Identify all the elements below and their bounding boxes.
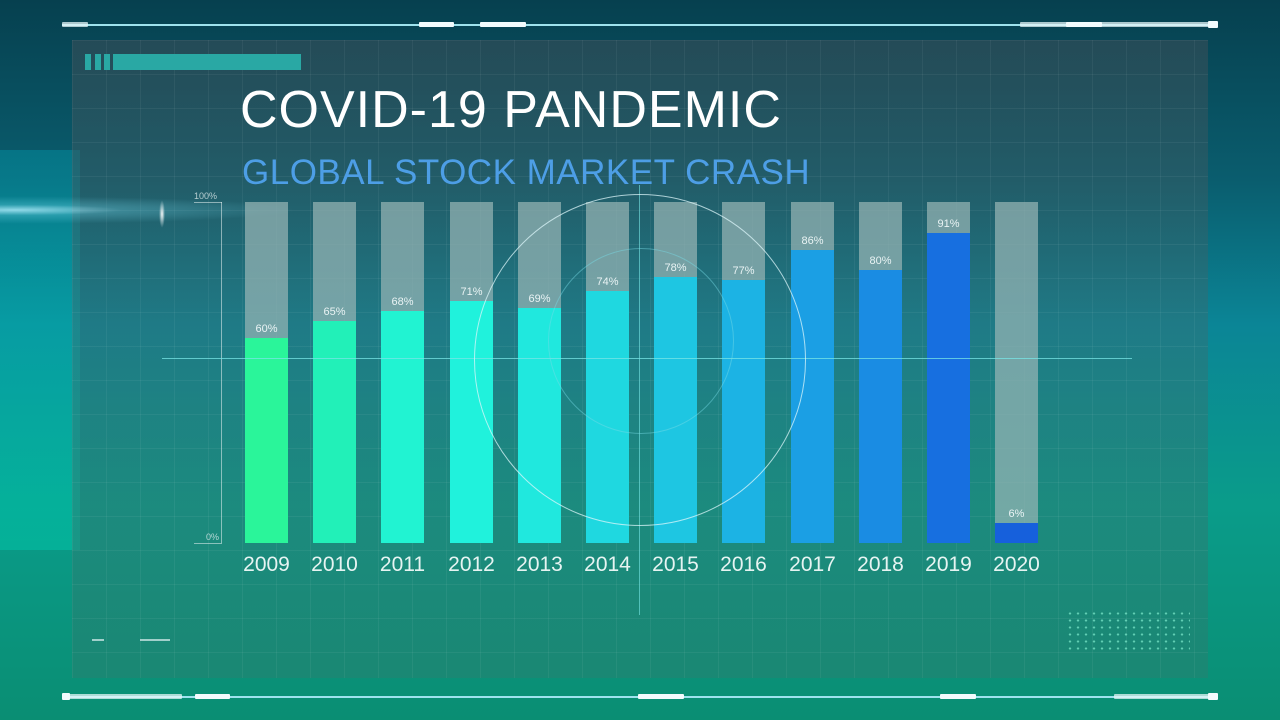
dot-matrix-decoration bbox=[1066, 610, 1190, 652]
bar-value-label: 91% bbox=[937, 217, 960, 230]
bar-track-2020: 6% bbox=[995, 202, 1038, 543]
x-axis-label-2015: 2015 bbox=[652, 553, 699, 576]
bar-2009 bbox=[245, 338, 288, 543]
top-frame-line bbox=[62, 24, 1218, 26]
bar-value-label: 6% bbox=[1008, 507, 1025, 520]
y-axis-min-label: 0% bbox=[206, 532, 220, 542]
bar-value-label: 68% bbox=[391, 296, 414, 309]
bar-2011 bbox=[381, 311, 424, 543]
accent-tick bbox=[104, 54, 110, 70]
bar-2019 bbox=[927, 232, 970, 543]
chart-title: COVID-19 PANDEMIC bbox=[240, 81, 782, 139]
bottom-frame-segment bbox=[195, 694, 230, 699]
bar-track-2009: 60% bbox=[245, 202, 288, 543]
top-frame-segment bbox=[1020, 22, 1210, 27]
y-axis-top-tick bbox=[194, 202, 222, 203]
top-frame-segment bbox=[1066, 22, 1102, 27]
x-axis-label-2012: 2012 bbox=[448, 553, 495, 576]
chart-subtitle: GLOBAL STOCK MARKET CRASH bbox=[242, 153, 811, 192]
top-frame-cap-left bbox=[62, 22, 88, 27]
bottom-frame-segment bbox=[62, 694, 182, 699]
top-frame-cap-right bbox=[1208, 21, 1218, 28]
top-frame-segment bbox=[480, 22, 526, 27]
bar-value-label: 80% bbox=[869, 255, 892, 268]
bottom-frame-cap-left bbox=[62, 693, 70, 700]
x-axis-label-2013: 2013 bbox=[516, 553, 563, 576]
x-axis-label-2018: 2018 bbox=[857, 553, 904, 576]
accent-tick bbox=[85, 54, 91, 70]
bar-track-2018: 80% bbox=[859, 202, 902, 543]
bar-2018 bbox=[859, 270, 902, 543]
decor-dash bbox=[140, 639, 170, 641]
bar-2020 bbox=[995, 522, 1038, 543]
x-axis-label-2019: 2019 bbox=[925, 553, 972, 576]
bar-2010 bbox=[313, 321, 356, 543]
bar-value-label: 60% bbox=[255, 323, 278, 336]
x-axis-label-2010: 2010 bbox=[311, 553, 358, 576]
x-axis-label-2011: 2011 bbox=[379, 553, 426, 576]
x-axis-label-2014: 2014 bbox=[584, 553, 631, 576]
bar-value-label: 65% bbox=[323, 306, 346, 319]
bar-value-label: 86% bbox=[801, 234, 824, 247]
lens-flare-dot bbox=[159, 200, 165, 228]
x-axis-label-2017: 2017 bbox=[789, 553, 836, 576]
x-axis-label-2020: 2020 bbox=[993, 553, 1040, 576]
y-axis-max-label: 100% bbox=[194, 191, 218, 201]
accent-tick bbox=[95, 54, 101, 70]
top-frame-segment bbox=[419, 22, 454, 27]
x-axis-label-2016: 2016 bbox=[720, 553, 767, 576]
bottom-frame-cap-right bbox=[1208, 693, 1218, 700]
bottom-frame-segment bbox=[940, 694, 976, 699]
bottom-frame-segment bbox=[1114, 694, 1214, 699]
hud-ring-outer bbox=[474, 194, 806, 526]
accent-bar bbox=[113, 54, 301, 70]
bar-track-2010: 65% bbox=[313, 202, 356, 543]
bar-track-2011: 68% bbox=[381, 202, 424, 543]
decor-dash bbox=[92, 639, 104, 641]
bar-value-label: 71% bbox=[460, 285, 483, 298]
bar-track-2019: 91% bbox=[927, 202, 970, 543]
bottom-frame-segment bbox=[638, 694, 684, 699]
y-axis-line bbox=[221, 202, 222, 543]
y-axis-bottom-tick bbox=[194, 543, 222, 544]
hud-ring-inner bbox=[548, 248, 734, 434]
x-axis-label-2009: 2009 bbox=[243, 553, 290, 576]
